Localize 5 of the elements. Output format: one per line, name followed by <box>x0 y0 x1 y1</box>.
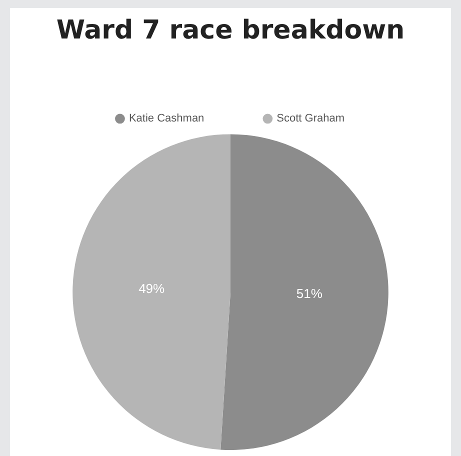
legend-label: Scott Graham <box>276 112 345 125</box>
data-label: 51% <box>296 286 323 302</box>
data-label: 49% <box>138 281 166 296</box>
legend-label: Katie Cashman <box>128 112 204 125</box>
chart-title: Ward 7 race breakdown <box>56 15 405 46</box>
